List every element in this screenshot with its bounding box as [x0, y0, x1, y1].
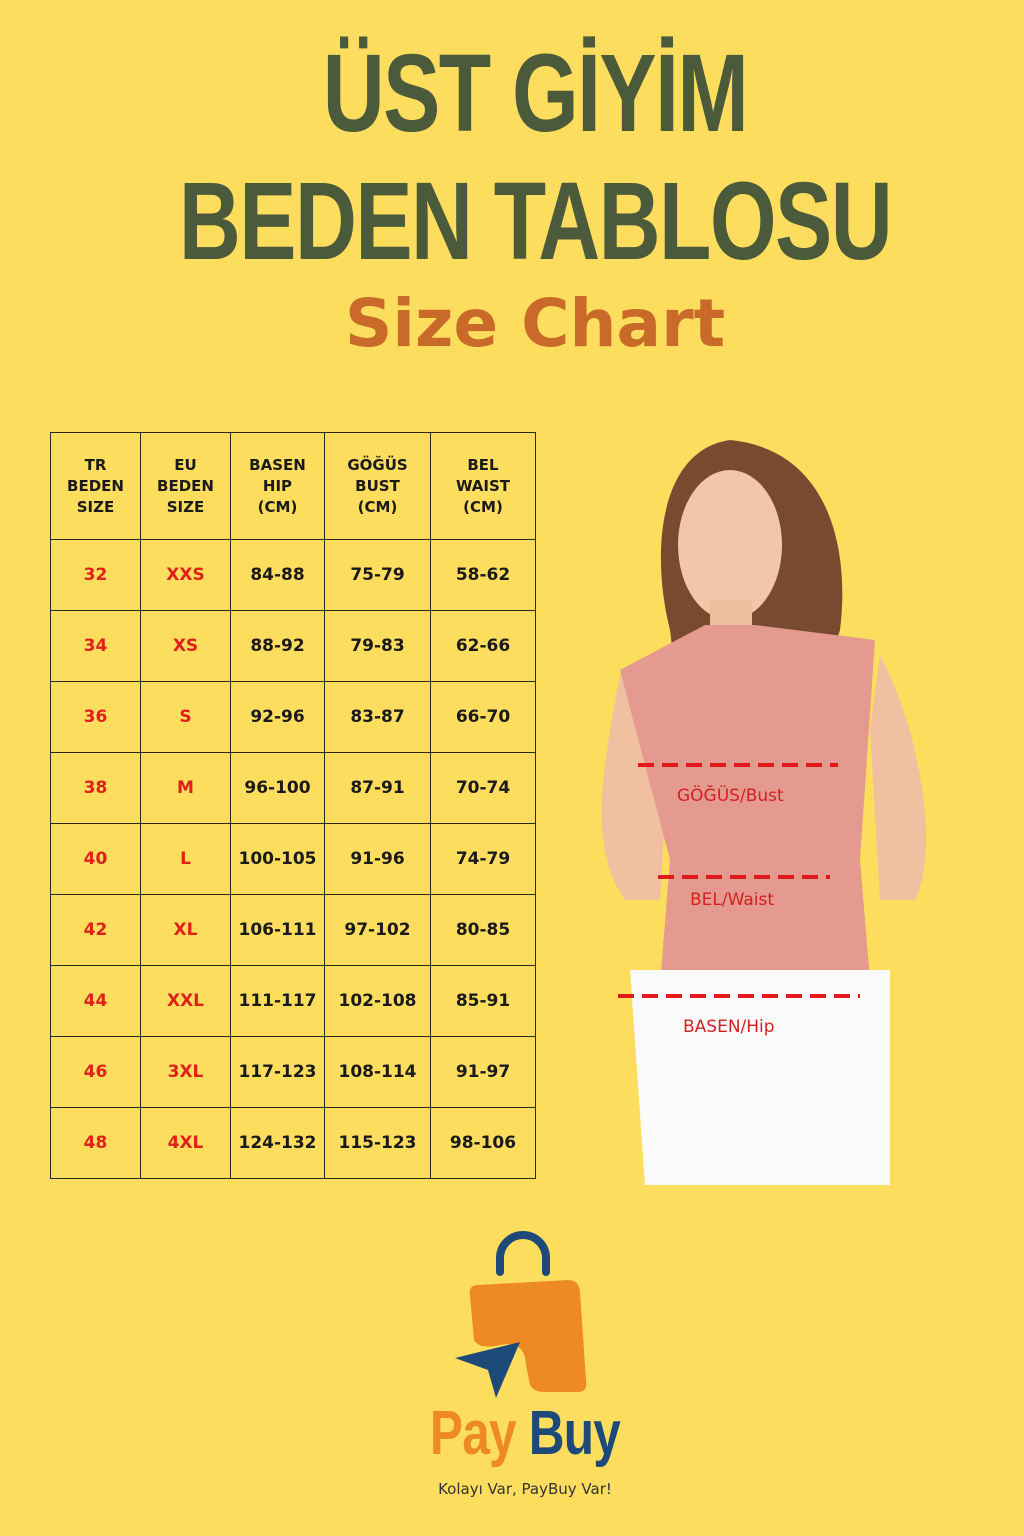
table-cell: 83-87 [324, 681, 431, 753]
table-cell: XL [140, 894, 231, 966]
table-cell: 79-83 [324, 610, 431, 682]
table-cell: 38 [50, 752, 141, 824]
column-header: GÖĞÜS BUST (CM) [324, 432, 431, 540]
table-cell: 87-91 [324, 752, 431, 824]
table-row: 40 L 100-105 91-96 74-79 [50, 823, 536, 895]
table-cell: 4XL [140, 1107, 231, 1179]
table-cell: 36 [50, 681, 141, 753]
table-header-row: TR BEDEN SIZE EU BEDEN SIZE BASEN HIP (CM)… [50, 432, 536, 540]
table-cell: 3XL [140, 1036, 231, 1108]
table-row: 44 XXL 111-117 102-108 85-91 [50, 965, 536, 1037]
waist-label: BEL/Waist [690, 890, 774, 910]
column-header: EU BEDEN SIZE [140, 432, 231, 540]
table-cell: 115-123 [324, 1107, 431, 1179]
table-cell: 46 [50, 1036, 141, 1108]
brand-pay: Pay [429, 1399, 517, 1468]
table-cell: 62-66 [430, 610, 536, 682]
table-row: 48 4XL 124-132 115-123 98-106 [50, 1107, 536, 1179]
table-cell: XXS [140, 539, 231, 611]
table-row: 34 XS 88-92 79-83 62-66 [50, 610, 536, 682]
trousers-shape [630, 970, 890, 1185]
table-cell: 74-79 [430, 823, 536, 895]
table-cell: 92-96 [230, 681, 325, 753]
brand-buy: Buy [528, 1399, 621, 1468]
table-cell: 40 [50, 823, 141, 895]
table-cell: 44 [50, 965, 141, 1037]
title-line-2: BEDEN TABLOSU [178, 160, 893, 283]
table-cell: 84-88 [230, 539, 325, 611]
bust-label: GÖĞÜS/Bust [677, 786, 784, 806]
size-table: TR BEDEN SIZE EU BEDEN SIZE BASEN HIP (CM)… [50, 432, 536, 1179]
table-cell: 85-91 [430, 965, 536, 1037]
table-cell: 117-123 [230, 1036, 325, 1108]
table-cell: 111-117 [230, 965, 325, 1037]
table-cell: 34 [50, 610, 141, 682]
table-cell: XS [140, 610, 231, 682]
table-cell: L [140, 823, 231, 895]
table-cell: 91-97 [430, 1036, 536, 1108]
table-cell: 98-106 [430, 1107, 536, 1179]
top-shape [620, 625, 875, 985]
table-cell: 100-105 [230, 823, 325, 895]
table-cell: XXL [140, 965, 231, 1037]
column-header: BASEN HIP (CM) [230, 432, 325, 540]
table-cell: 75-79 [324, 539, 431, 611]
table-cell: 97-102 [324, 894, 431, 966]
table-cell: 42 [50, 894, 141, 966]
table-cell: 91-96 [324, 823, 431, 895]
title-line-1: ÜST GİYİM [322, 32, 749, 155]
table-row: 46 3XL 117-123 108-114 91-97 [50, 1036, 536, 1108]
model-photo: GÖĞÜS/Bust BEL/Waist BASEN/Hip [580, 430, 960, 1190]
table-row: 38 M 96-100 87-91 70-74 [50, 752, 536, 824]
table-cell: 108-114 [324, 1036, 431, 1108]
table-row: 32 XXS 84-88 75-79 58-62 [50, 539, 536, 611]
table-cell: 48 [50, 1107, 141, 1179]
table-cell: 70-74 [430, 752, 536, 824]
table-cell: 80-85 [430, 894, 536, 966]
column-header: BEL WAIST (CM) [430, 432, 536, 540]
subtitle: Size Chart [344, 285, 726, 362]
face-shape [678, 470, 782, 620]
table-cell: 88-92 [230, 610, 325, 682]
table-cell: 102-108 [324, 965, 431, 1037]
table-cell: 106-111 [230, 894, 325, 966]
column-header: TR BEDEN SIZE [50, 432, 141, 540]
hip-label: BASEN/Hip [683, 1017, 775, 1037]
table-row: 42 XL 106-111 97-102 80-85 [50, 894, 536, 966]
brand-name: Pay Buy [105, 1398, 945, 1469]
table-cell: 96-100 [230, 752, 325, 824]
table-cell: 58-62 [430, 539, 536, 611]
table-cell: S [140, 681, 231, 753]
table-row: 36 S 92-96 83-87 66-70 [50, 681, 536, 753]
table-cell: 32 [50, 539, 141, 611]
table-cell: 124-132 [230, 1107, 325, 1179]
table-cell: 66-70 [430, 681, 536, 753]
table-cell: M [140, 752, 231, 824]
shopping-bag-logo-icon [455, 1231, 587, 1398]
brand-tagline: Kolayı Var, PayBuy Var! [438, 1480, 612, 1498]
